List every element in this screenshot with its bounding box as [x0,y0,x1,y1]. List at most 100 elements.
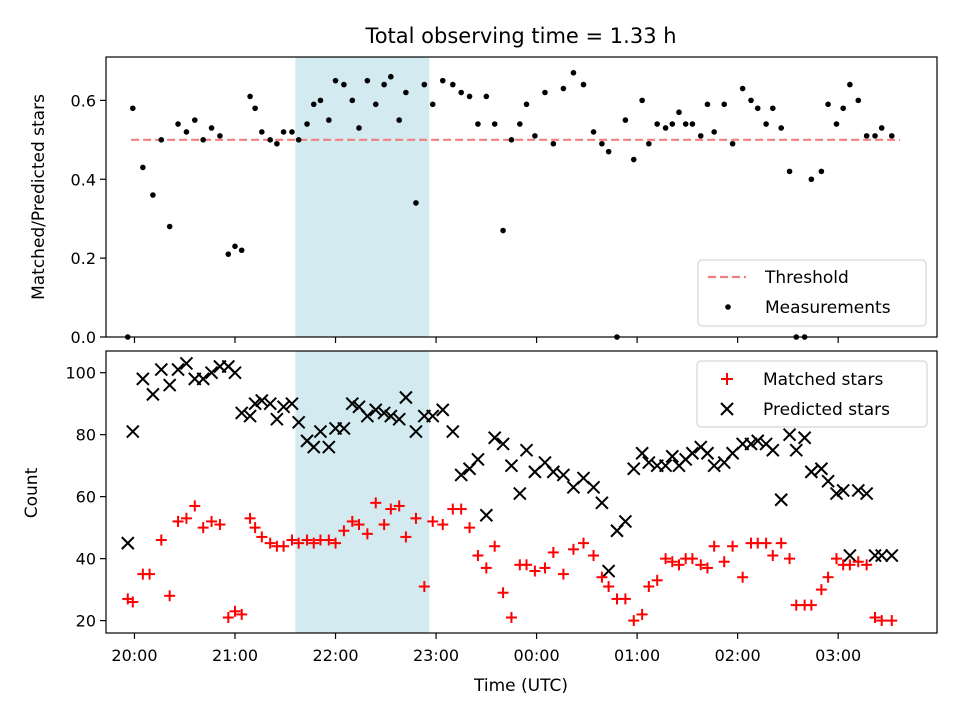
predicted-star-point [804,465,819,479]
measurement-point [662,125,669,131]
top-shaded-span [295,57,430,337]
bottom-xtick-label: 01:00 [614,646,660,665]
top-ytick-label: 0.6 [71,91,96,110]
measurement-point [274,140,280,147]
matched-star-point [293,537,305,549]
matched-star-point [385,503,397,515]
matched-star-point [206,515,218,527]
predicted-star-point [454,468,468,482]
predicted-star-point [479,508,494,522]
matched-star-point [727,540,739,552]
matched-star-point [427,515,439,527]
measurement-point [729,140,736,147]
predicted-star-point [766,443,780,457]
matched-star-point [264,537,276,549]
legend-predicted-label: Predicted stars [763,400,890,420]
measurement-point [280,129,287,135]
predicted-star-point [700,446,715,460]
measurement-point [863,133,870,139]
legend-measurements-swatch [725,304,731,310]
matched-star-point [236,608,248,620]
measurement-point [450,81,456,88]
measurement-point [252,105,258,112]
matched-star-point [660,553,672,565]
predicted-star-point [821,474,835,488]
predicted-star-point [627,462,641,476]
matched-star-point [718,556,730,568]
matched-star-point [370,497,382,509]
predicted-star-point [595,496,609,510]
matched-star-point [222,612,234,624]
predicted-star-point [789,443,803,457]
matched-star-point [760,537,772,549]
matched-star-point [505,612,517,624]
measurement-point [825,101,831,108]
predicted-star-point [642,455,656,470]
x-axis-label: Time (UTC) [473,676,568,696]
predicted-star-point [248,396,262,411]
matched-star-point [844,559,856,571]
matched-star-point [400,531,412,543]
matched-star-point [308,537,320,549]
bottom-xtick-label: 02:00 [715,646,761,665]
matched-star-point [886,615,898,627]
measurement-point [517,121,523,127]
top-ytick-label: 0.2 [71,249,96,268]
measurement-point [523,101,530,108]
bottom-xtick-label: 21:00 [212,646,258,665]
measurement-point [855,97,862,104]
predicted-star-point [851,483,865,498]
matched-star-point [144,568,156,580]
matched-star-point [805,599,817,611]
predicted-star-point [409,424,423,439]
top-panel: 0.0 0.2 0.4 0.6 Matched/Predicted stars Thr… [29,56,938,347]
measurement-point [208,125,215,131]
matched-star-point [286,534,298,546]
matched-star-point [673,559,685,571]
predicted-star-point [836,483,850,498]
measurement-point [590,129,597,135]
predicted-star-point [782,427,797,442]
measurement-point [483,93,490,100]
predicted-star-point [618,514,633,529]
matched-star-point [869,612,881,624]
matched-star-point [767,550,779,562]
matched-star-point [619,593,631,605]
predicted-star-point [360,409,375,423]
measurement-point [669,121,676,127]
measurement-point [267,137,273,143]
predicted-star-point [814,462,829,476]
matched-star-point [708,540,720,552]
predicted-star-point [487,431,502,445]
bottom-xtick-label: 00:00 [514,646,560,665]
measurement-point [748,97,754,104]
predicted-star-point [146,387,160,402]
measurement-point [175,121,181,127]
predicted-star-point [322,440,336,454]
predicted-star-point [868,548,882,563]
matched-star-point [418,581,430,593]
predicted-star-point [875,548,889,563]
predicted-star-point [744,437,758,451]
matched-star-point [155,534,167,546]
measurement-point [754,105,761,112]
measurement-point [639,97,645,104]
predicted-star-point [556,468,571,482]
matched-star-point [464,522,476,534]
legend-predicted-swatch [720,402,734,416]
bottom-series-layer [121,356,899,627]
measurement-point [289,129,295,135]
measurement-point [778,125,784,131]
matched-star-point [278,540,290,552]
measurement-point [508,137,515,143]
top-y-ticks: 0.0 0.2 0.4 0.6 [71,91,106,347]
predicted-star-point [885,548,899,563]
measurement-point [605,148,612,155]
predicted-star-point [255,393,269,408]
measurement-point [646,140,652,147]
measurement-point [317,97,324,104]
measurement-point [413,200,419,206]
measurement-point [439,77,446,84]
measurement-point [326,117,332,123]
predicted-star-point [546,465,561,479]
